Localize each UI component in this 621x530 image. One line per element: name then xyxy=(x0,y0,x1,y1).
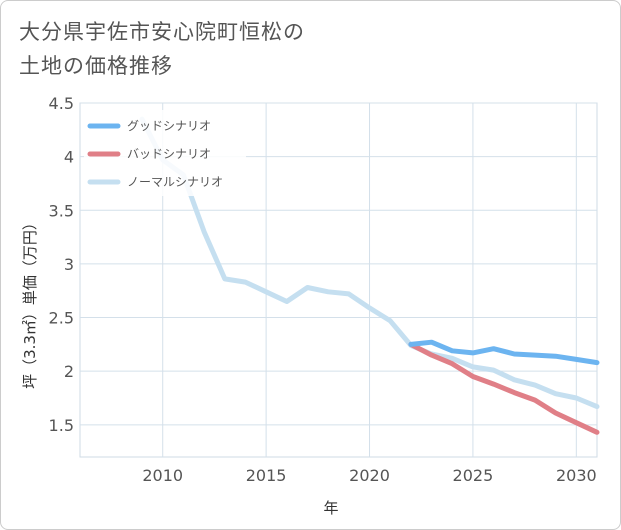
series-lines xyxy=(139,116,600,435)
series-line-normal xyxy=(139,116,600,410)
chart-title-line1: 大分県宇佐市安心院町恒松の xyxy=(19,20,305,44)
x-tick-labels: 2010 2015 2020 2025 2030 xyxy=(142,466,596,485)
y-tick-label: 3 xyxy=(64,255,74,274)
grid-lines xyxy=(80,102,597,457)
y-axis-title: 坪（3.3㎡）単価（万円） xyxy=(21,215,39,389)
legend-label: バッドシナリオ xyxy=(127,147,211,161)
series-line-bad xyxy=(408,341,600,435)
y-tick-label: 2.5 xyxy=(49,309,74,328)
chart-title-line2: 土地の価格推移 xyxy=(19,54,173,78)
x-tick-label: 2015 xyxy=(246,466,287,485)
x-axis-title: 年 xyxy=(323,499,338,517)
y-tick-label: 1.5 xyxy=(49,416,74,435)
y-tick-labels: 1.5 2 2.5 3 3.5 4 4.5 xyxy=(49,94,74,435)
y-tick-label: 3.5 xyxy=(49,201,74,220)
series-line-good xyxy=(408,339,600,366)
x-tick-label: 2020 xyxy=(349,466,390,485)
x-tick-label: 2025 xyxy=(453,466,494,485)
legend-label: ノーマルシナリオ xyxy=(127,175,223,189)
y-tick-label: 2 xyxy=(64,362,74,381)
x-tick-label: 2010 xyxy=(142,466,183,485)
chart-title: 大分県宇佐市安心院町恒松の 土地の価格推移 xyxy=(19,15,305,83)
legend-label: グッドシナリオ xyxy=(127,119,211,133)
y-tick-label: 4 xyxy=(64,148,74,167)
x-tick-label: 2030 xyxy=(556,466,597,485)
y-tick-label: 4.5 xyxy=(49,94,74,113)
